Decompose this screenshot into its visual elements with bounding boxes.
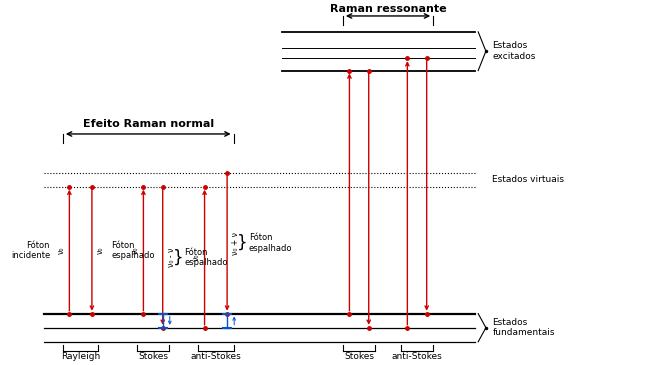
Text: Raman ressonante: Raman ressonante <box>330 4 446 14</box>
Text: ν₀: ν₀ <box>130 246 139 254</box>
Text: Fóton
espalhado: Fóton espalhado <box>185 247 228 267</box>
Text: Estados virtuais: Estados virtuais <box>492 175 565 184</box>
Text: Fóton
espalhado: Fóton espalhado <box>111 241 155 260</box>
Text: Fóton
espalhado: Fóton espalhado <box>249 234 293 253</box>
Text: Estados
excitados: Estados excitados <box>492 42 536 61</box>
Text: ν₀: ν₀ <box>57 246 66 254</box>
Text: ν₀: ν₀ <box>96 246 105 254</box>
Text: ν₀ + ν: ν₀ + ν <box>231 232 240 255</box>
Text: Stokes: Stokes <box>344 351 374 361</box>
Text: Efeito Raman normal: Efeito Raman normal <box>83 119 214 129</box>
Text: Stokes: Stokes <box>138 351 168 361</box>
Text: }: } <box>237 234 247 252</box>
Text: anti-Stokes: anti-Stokes <box>190 351 241 361</box>
Text: Rayleigh: Rayleigh <box>61 351 100 361</box>
Text: Estados
fundamentais: Estados fundamentais <box>492 318 555 337</box>
Text: ν₀ - ν: ν₀ - ν <box>166 247 176 267</box>
Text: Fóton
incidente: Fóton incidente <box>11 241 50 260</box>
Text: ν₀: ν₀ <box>191 254 201 261</box>
Text: anti-Stokes: anti-Stokes <box>392 351 442 361</box>
Text: }: } <box>172 248 183 266</box>
